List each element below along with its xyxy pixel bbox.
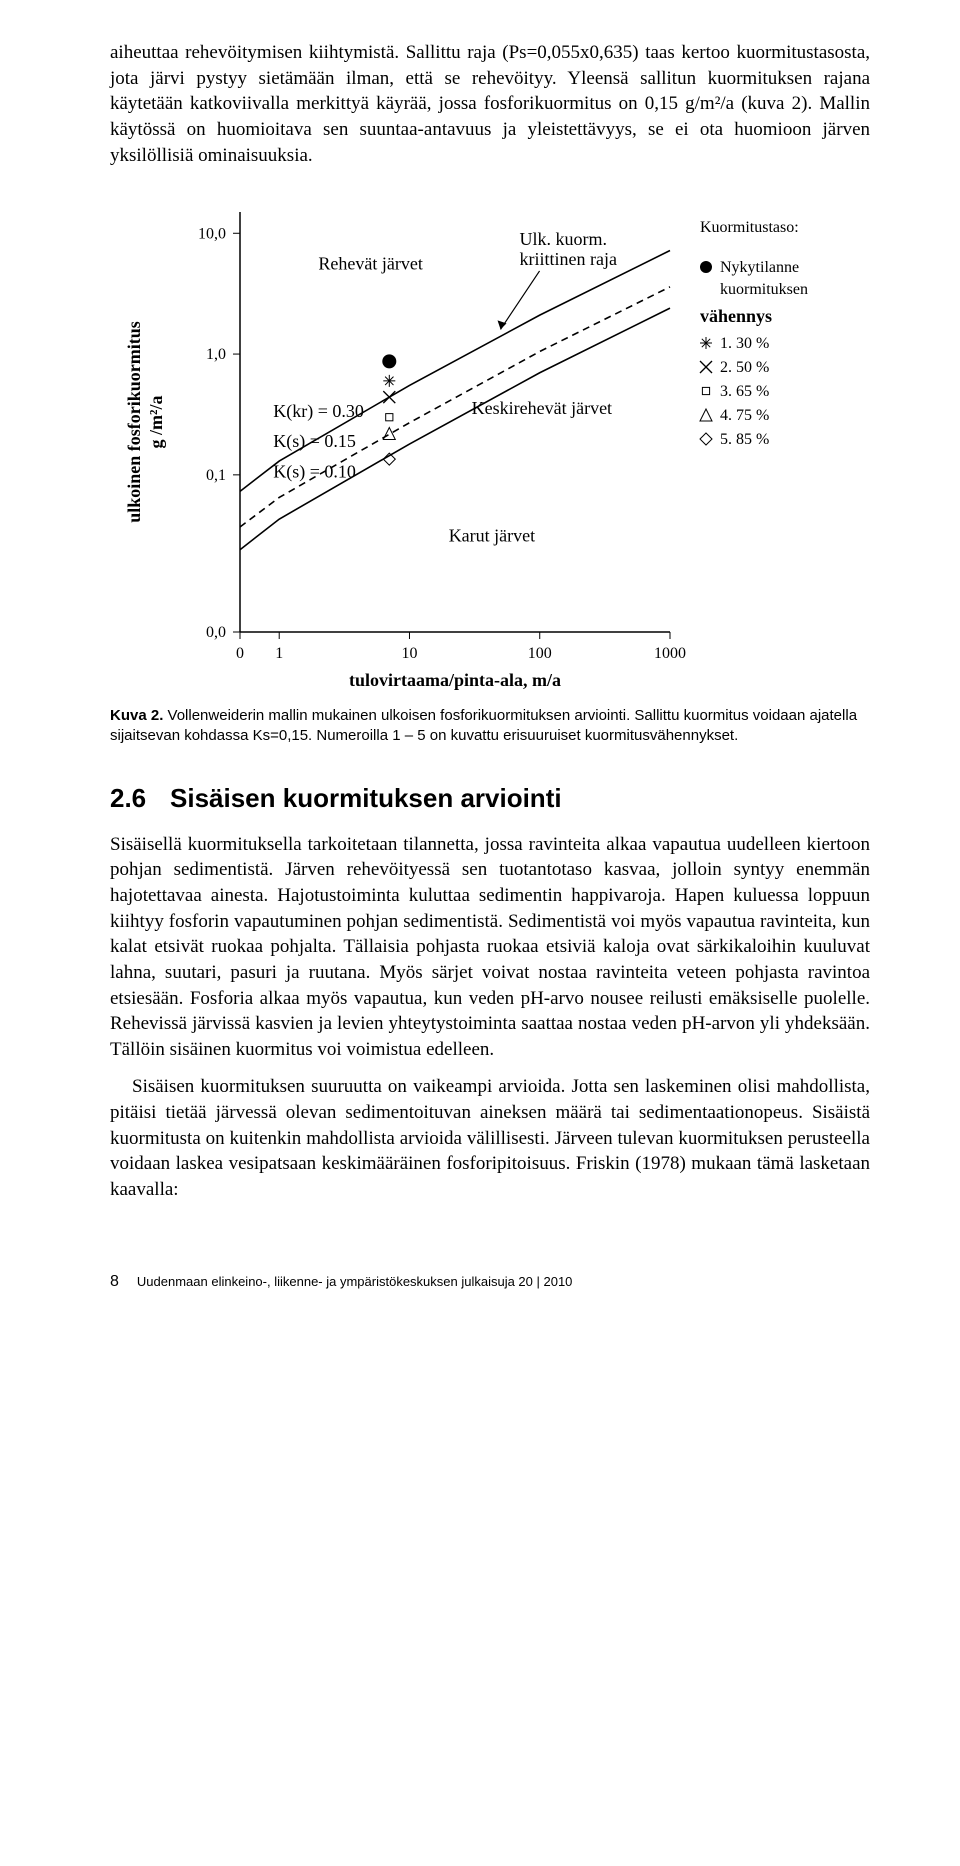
figure-caption-text: Vollenweiderin mallin mukainen ulkoisen … <box>110 707 857 744</box>
svg-text:3. 65 %: 3. 65 % <box>720 383 769 400</box>
vollenweider-chart: 0 1 10 100 1000 tulovirtaama/pinta-ala, m/a 0,… <box>110 192 860 692</box>
svg-text:K(s) = 0.10: K(s) = 0.10 <box>273 462 356 483</box>
svg-text:kuormituksen: kuormituksen <box>720 281 808 298</box>
svg-text:1. 30 %: 1. 30 % <box>720 335 769 352</box>
svg-text:0: 0 <box>236 645 244 662</box>
svg-text:1,0: 1,0 <box>206 346 226 363</box>
svg-text:5. 85 %: 5. 85 % <box>720 431 769 448</box>
svg-text:Kuormitustaso:: Kuormitustaso: <box>700 219 799 236</box>
svg-text:Ulk. kuorm.: Ulk. kuorm. <box>520 229 608 249</box>
svg-text:Nykytilanne: Nykytilanne <box>720 259 799 276</box>
svg-text:K(s) = 0.15: K(s) = 0.15 <box>273 431 356 452</box>
svg-text:g /m²/a: g /m²/a <box>146 396 166 449</box>
section-title: Sisäisen kuormituksen arviointi <box>170 783 562 813</box>
svg-text:vähennys: vähennys <box>700 306 772 326</box>
svg-text:kriittinen raja: kriittinen raja <box>520 249 617 269</box>
section-number: 2.6 <box>110 783 170 814</box>
section-paragraph-2: Sisäisen kuormituksen suuruutta on vaike… <box>110 1074 870 1202</box>
svg-text:0,0: 0,0 <box>206 624 226 641</box>
svg-text:Rehevät järvet: Rehevät järvet <box>318 254 422 274</box>
svg-text:Keskirehevät järvet: Keskirehevät järvet <box>472 398 612 418</box>
section-paragraph-1: Sisäisellä kuormituksella tarkoitetaan t… <box>110 832 870 1063</box>
svg-text:1000: 1000 <box>654 645 686 662</box>
svg-text:2. 50 %: 2. 50 % <box>720 359 769 376</box>
svg-text:10: 10 <box>401 645 417 662</box>
svg-text:1: 1 <box>275 645 283 662</box>
intro-paragraph: aiheuttaa rehevöitymisen kiihtymistä. Sa… <box>110 40 870 168</box>
footer-text: Uudenmaan elinkeino-, liikenne- ja ympär… <box>137 1274 573 1289</box>
section-heading: 2.6Sisäisen kuormituksen arviointi <box>110 783 870 814</box>
figure-2: 0 1 10 100 1000 tulovirtaama/pinta-ala, m/a 0,… <box>110 192 870 692</box>
svg-text:ulkoinen fosforikuormitus: ulkoinen fosforikuormitus <box>124 321 144 523</box>
figure-caption: Kuva 2. Vollenweiderin mallin mukainen u… <box>110 706 870 747</box>
svg-text:10,0: 10,0 <box>198 225 226 242</box>
page-number: 8 <box>110 1273 119 1290</box>
svg-text:tulovirtaama/pinta-ala, m/a: tulovirtaama/pinta-ala, m/a <box>349 670 561 690</box>
svg-text:K(kr) = 0.30: K(kr) = 0.30 <box>273 401 364 422</box>
page-footer: 8 Uudenmaan elinkeino-, liikenne- ja ympä… <box>110 1273 870 1291</box>
svg-text:100: 100 <box>528 645 552 662</box>
svg-text:Karut järvet: Karut järvet <box>449 526 535 546</box>
figure-caption-label: Kuva 2. <box>110 707 163 724</box>
svg-text:0,1: 0,1 <box>206 467 226 484</box>
svg-text:4. 75 %: 4. 75 % <box>720 407 769 424</box>
